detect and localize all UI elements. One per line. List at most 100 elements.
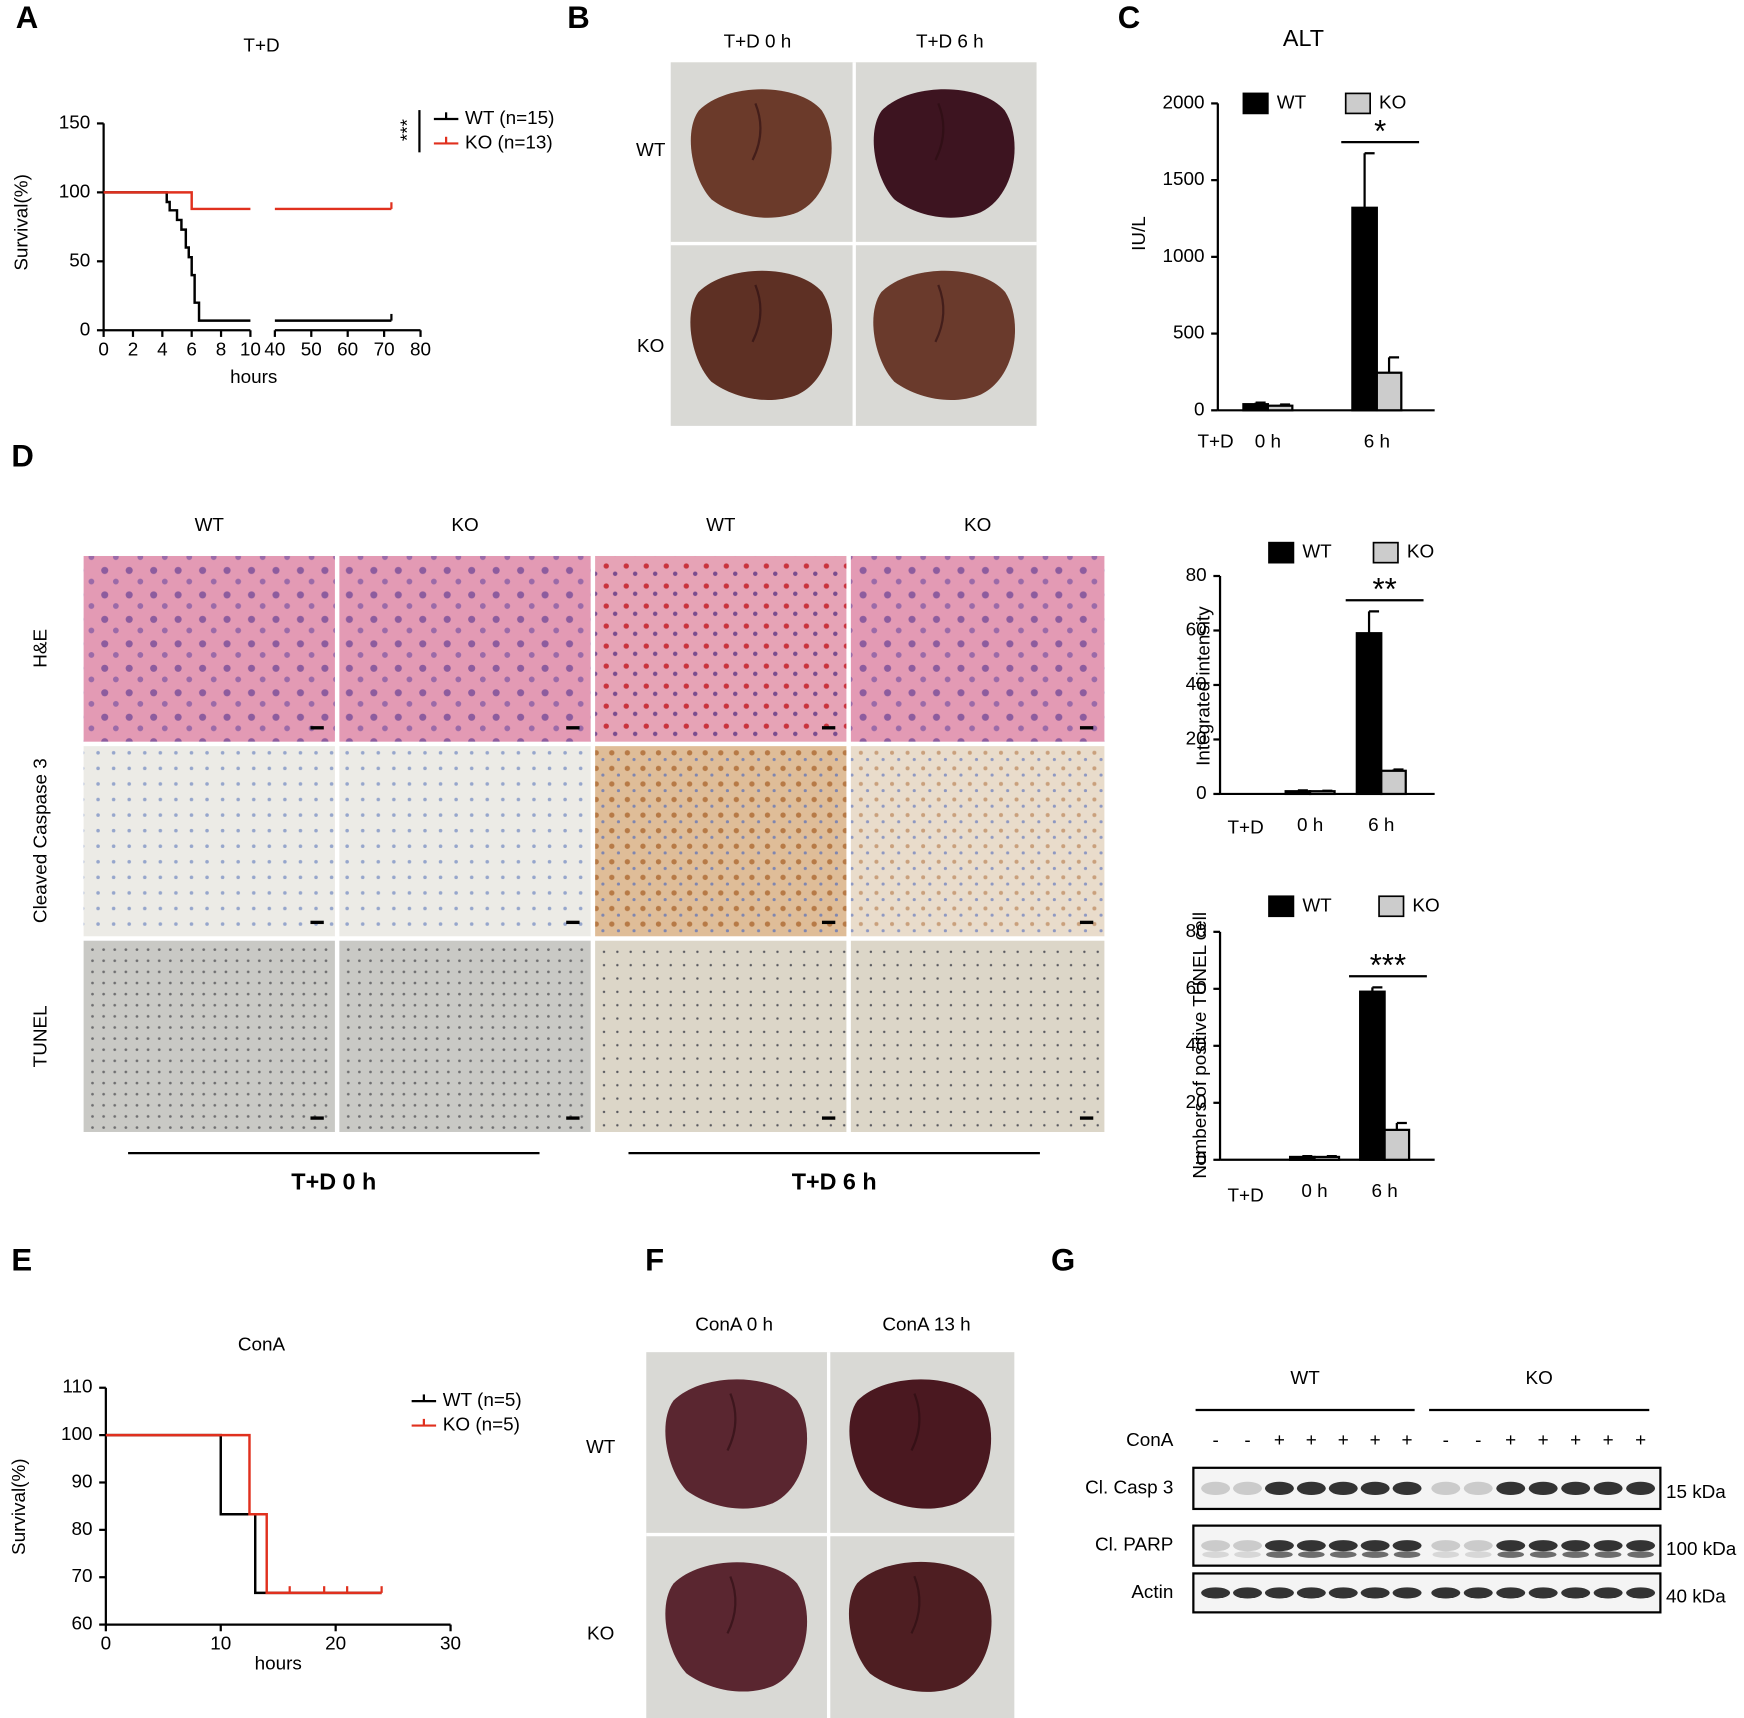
bar xyxy=(1288,1155,1316,1161)
blot xyxy=(1192,1466,1662,1511)
significance: ** xyxy=(1373,572,1397,607)
y-tick-label: 100 xyxy=(59,181,91,202)
band xyxy=(1626,1481,1656,1496)
band xyxy=(1561,1540,1591,1552)
liver-lobe xyxy=(726,1393,737,1451)
scale-bar xyxy=(821,920,836,925)
band xyxy=(1561,1481,1591,1496)
band xyxy=(1328,1540,1358,1552)
lane-label: + xyxy=(1505,1430,1516,1451)
column-label: KO xyxy=(451,515,478,536)
histology-image xyxy=(83,940,335,1132)
band xyxy=(1463,1587,1493,1599)
legend-swatch xyxy=(1268,541,1295,564)
band xyxy=(1328,1481,1358,1496)
blot xyxy=(1192,1524,1662,1567)
x-tick-label: 6 xyxy=(186,339,197,360)
band xyxy=(1296,1587,1326,1599)
band xyxy=(1594,1551,1622,1558)
liver-photo xyxy=(690,270,833,400)
group-label: KO xyxy=(1526,1368,1553,1389)
lane-label: + xyxy=(1306,1430,1317,1451)
band xyxy=(1234,1551,1261,1558)
bar xyxy=(1266,404,1294,412)
row-label: KO xyxy=(587,1624,614,1645)
x-axis-label: hours xyxy=(255,1654,302,1675)
y-axis-label: Survival(%) xyxy=(9,1458,30,1555)
y-tick-label: 0 xyxy=(80,319,91,340)
scale-bar xyxy=(310,920,324,925)
band xyxy=(1328,1587,1358,1599)
legend-label: WT xyxy=(1302,542,1332,563)
liver-photo xyxy=(665,1562,808,1692)
legend-label: WT (n=15) xyxy=(465,108,554,129)
band xyxy=(1201,1481,1231,1496)
legend-swatch xyxy=(1378,895,1405,918)
y-tick-label: 110 xyxy=(62,1377,92,1398)
x-tick-label: 80 xyxy=(410,339,431,360)
lane-label: - xyxy=(1244,1430,1250,1451)
y-tick-label: 20 xyxy=(1186,1092,1207,1113)
histology-image xyxy=(83,555,335,742)
error-bar xyxy=(1395,1121,1407,1130)
bar xyxy=(1380,769,1407,796)
scale-bar xyxy=(310,1116,324,1120)
x-tick-label: 10 xyxy=(240,339,261,360)
y-tick-label: 80 xyxy=(1186,921,1207,942)
size-label: 100 kDa xyxy=(1666,1539,1737,1560)
scale-bar xyxy=(1079,1116,1094,1120)
y-tick-label: 90 xyxy=(71,1471,92,1492)
band xyxy=(1201,1540,1231,1552)
x-tick-label: 6 h xyxy=(1371,1181,1397,1202)
liver-lobe xyxy=(726,1576,737,1634)
band xyxy=(1233,1540,1262,1552)
y-tick-label: 70 xyxy=(71,1566,92,1587)
bar xyxy=(1313,1155,1341,1161)
blot xyxy=(1192,1572,1662,1614)
band xyxy=(1296,1481,1326,1496)
category-axis-label: T+D xyxy=(1228,817,1264,838)
x-tick-label: 2 xyxy=(128,339,139,360)
legend-label: WT xyxy=(1302,895,1332,916)
row-label: H&E xyxy=(30,629,51,668)
histology-image xyxy=(850,555,1105,742)
band xyxy=(1360,1587,1390,1599)
x-tick-label: 60 xyxy=(337,339,358,360)
y-tick-label: 60 xyxy=(1186,978,1207,999)
band xyxy=(1329,1551,1357,1558)
legend-swatch xyxy=(1242,92,1269,115)
row-label: TUNEL xyxy=(30,1005,51,1067)
x-tick-label: 30 xyxy=(440,1634,461,1655)
band xyxy=(1393,1551,1421,1558)
legend-label: KO xyxy=(1407,542,1434,563)
x-axis-label: hours xyxy=(230,367,277,388)
band xyxy=(1361,1551,1389,1558)
lane-label: + xyxy=(1603,1430,1614,1451)
legend-swatch xyxy=(1268,895,1295,918)
panel-letter: E xyxy=(11,1242,32,1277)
band xyxy=(1593,1481,1623,1496)
x-tick-label: 40 xyxy=(264,339,285,360)
x-tick-label: 10 xyxy=(210,1634,231,1655)
histology-image xyxy=(83,746,335,937)
size-label: 15 kDa xyxy=(1666,1482,1726,1503)
error-bar xyxy=(1321,789,1333,792)
band xyxy=(1626,1587,1656,1599)
lane-label: + xyxy=(1338,1430,1349,1451)
treatment-label: ConA xyxy=(1126,1430,1174,1451)
liver-photo xyxy=(873,270,1016,400)
y-tick-label: 40 xyxy=(1186,1035,1207,1056)
error-bar xyxy=(1254,401,1266,405)
band xyxy=(1561,1587,1591,1599)
bar xyxy=(1284,790,1312,796)
chart-title: ALT xyxy=(1283,25,1324,51)
scale-bar xyxy=(310,726,324,730)
scale-bar xyxy=(1079,726,1094,730)
chart-title: T+D xyxy=(243,36,279,57)
error-bar xyxy=(1387,356,1400,373)
error-bar xyxy=(1296,789,1308,792)
band xyxy=(1496,1540,1526,1552)
y-tick-label: 1500 xyxy=(1162,169,1204,190)
liver-photo xyxy=(873,89,1015,218)
